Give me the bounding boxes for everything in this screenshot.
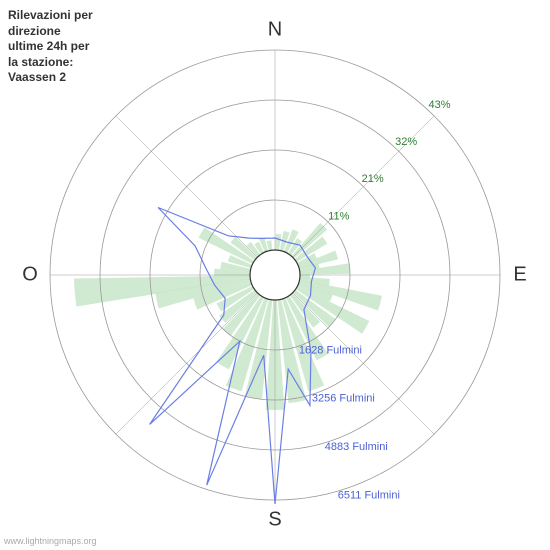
fulmini-label: 3256 Fulmini <box>312 393 375 405</box>
ring-label: 43% <box>429 99 451 111</box>
efficiency-sectors <box>74 223 382 410</box>
compass-n: N <box>268 18 282 40</box>
ring-label: 11% <box>328 210 349 222</box>
fulmini-label: 1628 Fulmini <box>299 344 362 356</box>
compass-e: E <box>513 263 526 285</box>
compass-s: S <box>268 508 281 530</box>
chart-title: Rilevazioni per direzione ultime 24h per… <box>8 8 93 86</box>
fulmini-label: 6511 Fulmini <box>338 489 400 501</box>
ring-label: 21% <box>362 173 384 185</box>
ring-label: 32% <box>395 136 417 148</box>
compass-o: O <box>22 263 38 285</box>
center-hole <box>250 250 300 300</box>
fulmini-label: 4883 Fulmini <box>325 441 388 453</box>
credit-text: www.lightningmaps.org <box>4 536 97 546</box>
